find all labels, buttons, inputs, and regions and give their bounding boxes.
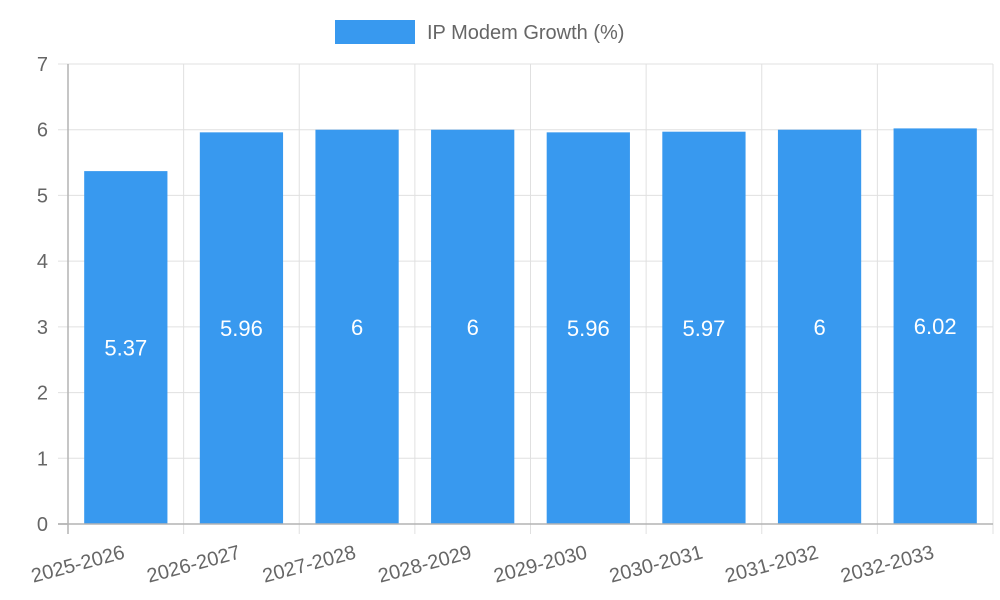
x-tick-label: 2030-2031 [607,542,705,588]
x-tick-label: 2031-2032 [723,542,821,588]
x-tick-label: 2027-2028 [260,542,358,588]
bar-value-label: 6 [813,315,825,340]
x-tick-label: 2025-2026 [29,542,127,588]
bar [777,129,862,524]
bar-value-label: 6.02 [914,314,957,339]
bars [84,128,977,525]
bar [84,171,168,524]
x-tick-label: 2032-2033 [838,542,936,588]
y-tick-label: 6 [37,120,48,142]
bar-value-label: 6 [467,315,479,340]
y-tick-label: 5 [37,185,48,207]
bar [315,129,399,524]
x-tick-label: 2029-2030 [492,542,590,588]
bar [662,131,746,524]
y-tick-label: 0 [37,514,48,536]
legend: IP Modem Growth (%) [335,20,624,44]
bar-value-label: 5.97 [683,316,726,341]
y-tick-label: 3 [37,317,48,339]
y-tick-label: 1 [37,448,48,470]
bar-value-label: 5.96 [567,316,610,341]
legend-swatch [335,20,415,44]
x-tick-label: 2026-2027 [145,542,243,588]
y-tick-label: 7 [37,54,48,76]
bar [199,132,284,525]
bar [893,128,977,524]
legend-label: IP Modem Growth (%) [427,22,624,44]
x-tick-label: 2028-2029 [376,542,474,588]
bar-value-label: 5.96 [220,316,263,341]
bar-value-label: 5.37 [104,336,147,361]
data-labels: 5.37 5.96 6 6 5.96 5.97 6 6.02 [104,314,956,360]
y-tick-label: 2 [37,383,48,405]
y-axis-ticks: 0 1 2 3 4 5 6 7 [37,54,48,536]
bar-value-label: 6 [351,315,363,340]
y-tick-label: 4 [37,251,48,273]
bar [431,129,515,524]
bar [546,132,630,525]
x-axis-ticks: 2025-2026 2026-2027 2027-2028 2028-2029 2029… [29,542,936,588]
